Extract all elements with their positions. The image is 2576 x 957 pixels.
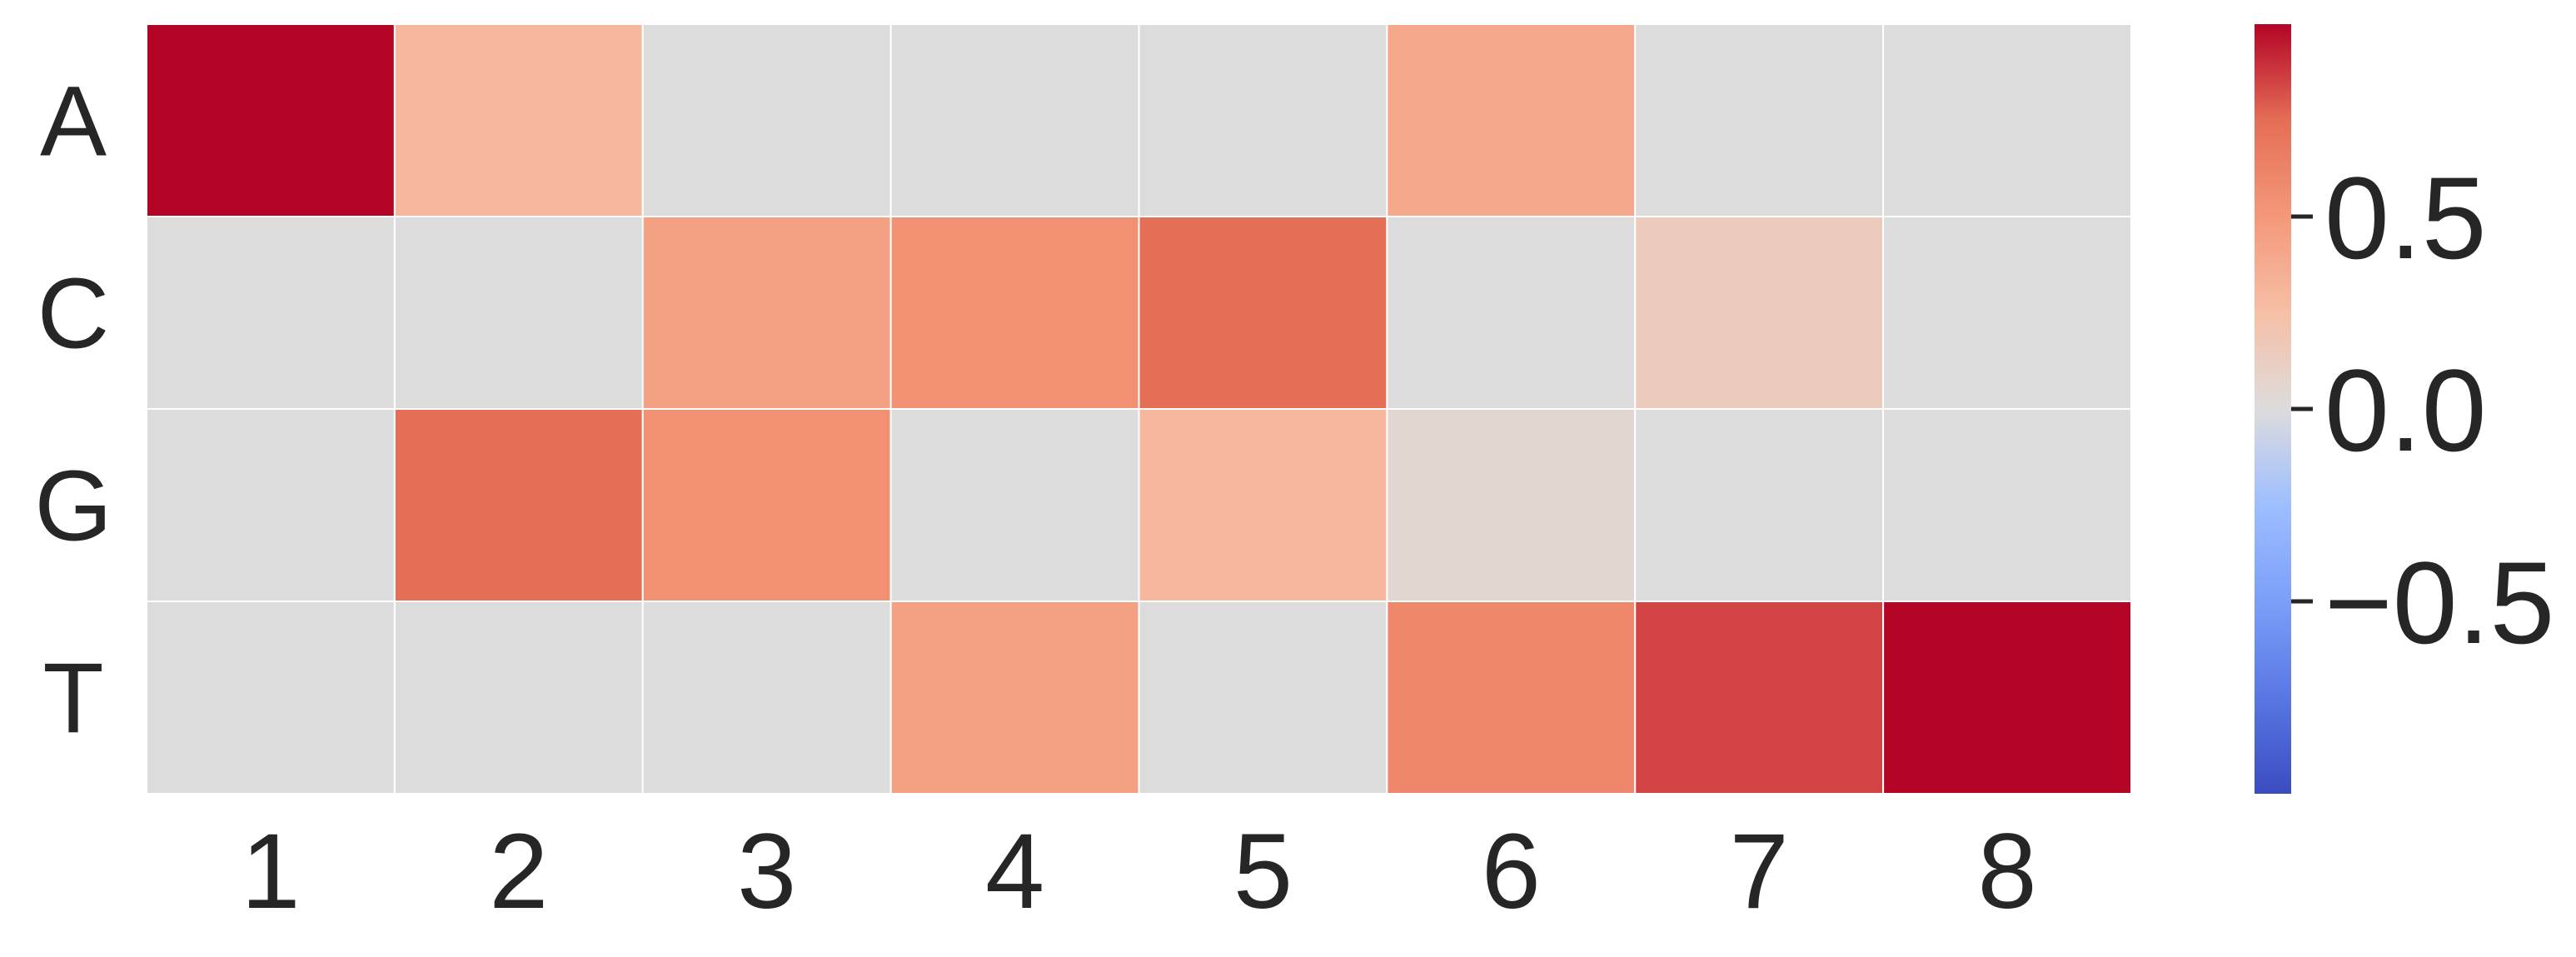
heatmap-cell-G-6 (1386, 408, 1637, 602)
heatmap-cell-G-4 (889, 408, 1140, 602)
y-tick-label: C (37, 258, 110, 370)
x-tick-label: 1 (241, 812, 300, 931)
heatmap-cell-C-2 (393, 216, 644, 410)
heatmap-cell-C-3 (641, 216, 892, 410)
heatmap-cell-T-6 (1386, 601, 1637, 795)
colorbar-ticks: 0.5 0.0 −0.5 (2291, 152, 2554, 668)
heatmap-cell-A-5 (1138, 23, 1388, 217)
colorbar-gradient (2255, 24, 2291, 794)
heatmap-cell-G-2 (393, 408, 644, 602)
heatmap-cell-T-3 (641, 601, 892, 795)
heatmap-cell-A-6 (1386, 23, 1637, 217)
x-tick-label: 2 (489, 812, 548, 931)
x-tick-label: 6 (1482, 812, 1541, 931)
heatmap-cell-C-7 (1634, 216, 1885, 410)
x-tick-label: 7 (1730, 812, 1789, 931)
heatmap-cell-G-5 (1138, 408, 1388, 602)
heatmap-cell-T-5 (1138, 601, 1388, 795)
heatmap-cell-T-1 (146, 601, 396, 795)
heatmap-cell-A-1 (146, 23, 396, 217)
heatmap-cells (146, 23, 2132, 795)
colorbar-tick-label: −0.5 (2324, 537, 2554, 668)
heatmap-cell-T-4 (889, 601, 1140, 795)
heatmap-cell-C-8 (1882, 216, 2132, 410)
heatmap-cell-G-1 (146, 408, 396, 602)
x-tick-label: 3 (737, 812, 796, 931)
y-tick-label: T (42, 643, 103, 755)
heatmap-cell-T-2 (393, 601, 644, 795)
colorbar-tick-label: 0.5 (2324, 152, 2487, 283)
x-tick-label: 8 (1977, 812, 2036, 931)
heatmap-cell-C-6 (1386, 216, 1637, 410)
heatmap-cell-T-8 (1882, 601, 2132, 795)
y-tick-label: G (34, 451, 112, 562)
colorbar: 0.5 0.0 −0.5 (2255, 24, 2554, 794)
heatmap-cell-G-8 (1882, 408, 2132, 602)
heatmap-cell-A-7 (1634, 23, 1885, 217)
heatmap-cell-G-3 (641, 408, 892, 602)
colorbar-tick-label: 0.0 (2324, 345, 2487, 476)
heatmap-cell-A-4 (889, 23, 1140, 217)
heatmap-cell-C-4 (889, 216, 1140, 410)
heatmap-cell-A-3 (641, 23, 892, 217)
heatmap-cell-G-7 (1634, 408, 1885, 602)
x-axis-tick-labels: 1 2 3 4 5 6 7 8 (241, 812, 2036, 931)
heatmap-cell-C-5 (1138, 216, 1388, 410)
x-tick-label: 4 (985, 812, 1044, 931)
y-tick-label: A (40, 66, 107, 177)
heatmap-cell-T-7 (1634, 601, 1885, 795)
heatmap-cell-A-8 (1882, 23, 2132, 217)
x-tick-label: 5 (1233, 812, 1293, 931)
heatmap-cell-A-2 (393, 23, 644, 217)
heatmap-cell-C-1 (146, 216, 396, 410)
